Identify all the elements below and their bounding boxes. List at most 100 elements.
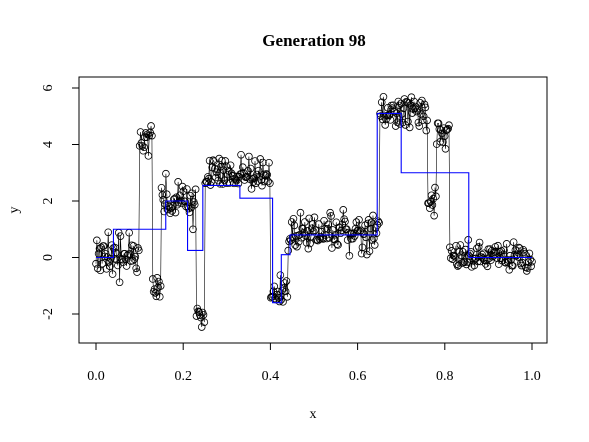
data-point	[441, 145, 450, 153]
data-point	[111, 244, 120, 252]
data-point	[157, 183, 166, 192]
data-point	[364, 216, 373, 224]
data-point	[384, 111, 393, 120]
data-point	[218, 156, 226, 165]
data-point	[221, 157, 230, 165]
data-point	[366, 224, 375, 233]
data-point	[168, 207, 176, 215]
x-tick-label: 0.0	[87, 369, 105, 384]
data-point	[171, 208, 180, 217]
data-point	[368, 236, 376, 244]
data-point	[446, 243, 454, 252]
data-point	[422, 126, 431, 135]
data-point	[334, 241, 342, 249]
data-point	[143, 130, 152, 139]
data-point	[106, 262, 114, 271]
data-point	[459, 248, 467, 256]
data-point	[395, 101, 403, 110]
y-tick-label: 4	[41, 141, 56, 148]
data-point	[140, 143, 148, 152]
data-point	[147, 122, 155, 130]
data-point	[290, 221, 299, 230]
data-point	[344, 228, 353, 237]
y-tick-label: -2	[41, 308, 56, 320]
data-point	[189, 225, 197, 234]
data-point	[262, 170, 271, 178]
data-point	[92, 259, 100, 268]
data-point	[451, 252, 459, 261]
step-series-line	[96, 112, 532, 304]
data-point	[212, 168, 221, 177]
x-axis: 0.0 0.2 0.4 0.6 0.8 1.0	[87, 342, 541, 384]
data-point	[115, 278, 124, 287]
data-point	[282, 277, 291, 285]
data-point	[418, 96, 426, 105]
data-point	[354, 226, 362, 235]
data-point	[200, 318, 209, 326]
data-point	[199, 311, 208, 319]
data-point	[138, 142, 147, 150]
data-point	[353, 227, 362, 235]
data-point	[475, 238, 484, 247]
data-point	[452, 241, 460, 250]
data-point	[225, 167, 233, 175]
data-point	[98, 259, 106, 268]
data-point	[219, 166, 228, 174]
data-point	[440, 132, 449, 140]
data-point	[288, 233, 297, 242]
data-point	[129, 242, 138, 250]
data-point	[266, 293, 275, 302]
data-point	[183, 185, 191, 193]
data-point	[108, 270, 117, 278]
data-point	[185, 208, 194, 217]
data-point	[337, 226, 346, 235]
data-point	[412, 107, 421, 116]
data-point	[107, 254, 115, 263]
data-point	[186, 191, 195, 200]
data-point	[448, 255, 457, 263]
data-point	[153, 274, 161, 282]
data-point	[224, 170, 232, 179]
data-point	[175, 198, 183, 207]
data-point	[237, 150, 245, 159]
data-point	[447, 247, 456, 255]
data-point	[415, 122, 424, 130]
data-point	[159, 196, 168, 204]
data-point	[363, 219, 372, 228]
data-point	[345, 251, 354, 260]
data-point	[281, 287, 290, 296]
data-point	[246, 164, 255, 173]
data-point	[93, 236, 101, 245]
data-point	[357, 249, 366, 258]
data-point	[284, 246, 293, 255]
observation-line	[95, 96, 533, 328]
data-point	[245, 152, 253, 161]
data-point	[304, 244, 313, 253]
data-point	[432, 192, 440, 201]
data-point	[443, 125, 452, 134]
data-point	[439, 138, 447, 146]
y-tick-label: 0	[41, 254, 56, 261]
data-point	[156, 282, 165, 290]
data-point	[264, 177, 272, 186]
data-point	[372, 229, 381, 238]
data-point	[132, 264, 140, 273]
y-axis: -2 0 2 4 6	[41, 85, 80, 320]
data-point	[527, 262, 535, 271]
data-point	[434, 119, 443, 128]
data-point	[307, 232, 315, 241]
data-point	[116, 232, 125, 240]
data-point	[350, 232, 359, 240]
data-point	[137, 139, 146, 147]
data-point	[280, 284, 288, 292]
data-point	[430, 211, 438, 220]
data-point	[255, 172, 264, 181]
data-point	[305, 214, 313, 223]
data-point	[225, 179, 234, 187]
data-point	[515, 244, 524, 253]
data-point	[514, 253, 522, 261]
data-point	[327, 212, 335, 220]
data-point	[275, 297, 284, 306]
data-point	[131, 253, 140, 261]
data-point	[323, 225, 332, 233]
